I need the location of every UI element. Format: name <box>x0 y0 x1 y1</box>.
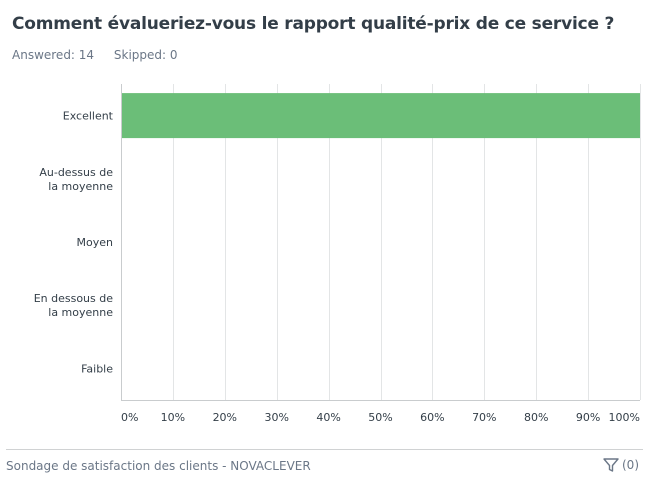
response-stats: Answered: 14 Skipped: 0 <box>12 48 194 62</box>
x-tick-label: 0% <box>121 411 138 424</box>
category-label: Excellent <box>63 110 114 123</box>
x-tick-label: 60% <box>420 411 444 424</box>
filter-icon <box>603 458 619 472</box>
x-tick-label: 100% <box>609 411 640 424</box>
survey-name: Sondage de satisfaction des clients - NO… <box>6 459 311 473</box>
x-tick-label: 80% <box>524 411 548 424</box>
category-label: Au-dessus de la moyenne <box>39 166 113 193</box>
bar <box>121 93 640 139</box>
filter-count: (0) <box>622 458 639 472</box>
skipped-count: Skipped: 0 <box>113 48 178 62</box>
answered-count: Answered: 14 <box>12 48 95 62</box>
bar-chart: Excellent Au-dessus de la moyenne Moyen En d… <box>34 84 641 424</box>
footer-divider <box>6 449 643 450</box>
x-tick-label: 10% <box>161 411 185 424</box>
question-title: Comment évalueriez-vous le rapport quali… <box>12 14 615 34</box>
category-label: Moyen <box>77 236 113 249</box>
x-tick-label: 70% <box>472 411 496 424</box>
x-tick-label: 40% <box>316 411 340 424</box>
x-tick-label: 20% <box>213 411 237 424</box>
x-tick-label: 30% <box>264 411 288 424</box>
filter-button[interactable]: (0) <box>603 458 639 472</box>
x-tick-label: 50% <box>368 411 392 424</box>
x-tick-label: 90% <box>576 411 600 424</box>
category-label: En dessous de la moyenne <box>34 292 114 319</box>
category-label: Faible <box>81 362 113 375</box>
